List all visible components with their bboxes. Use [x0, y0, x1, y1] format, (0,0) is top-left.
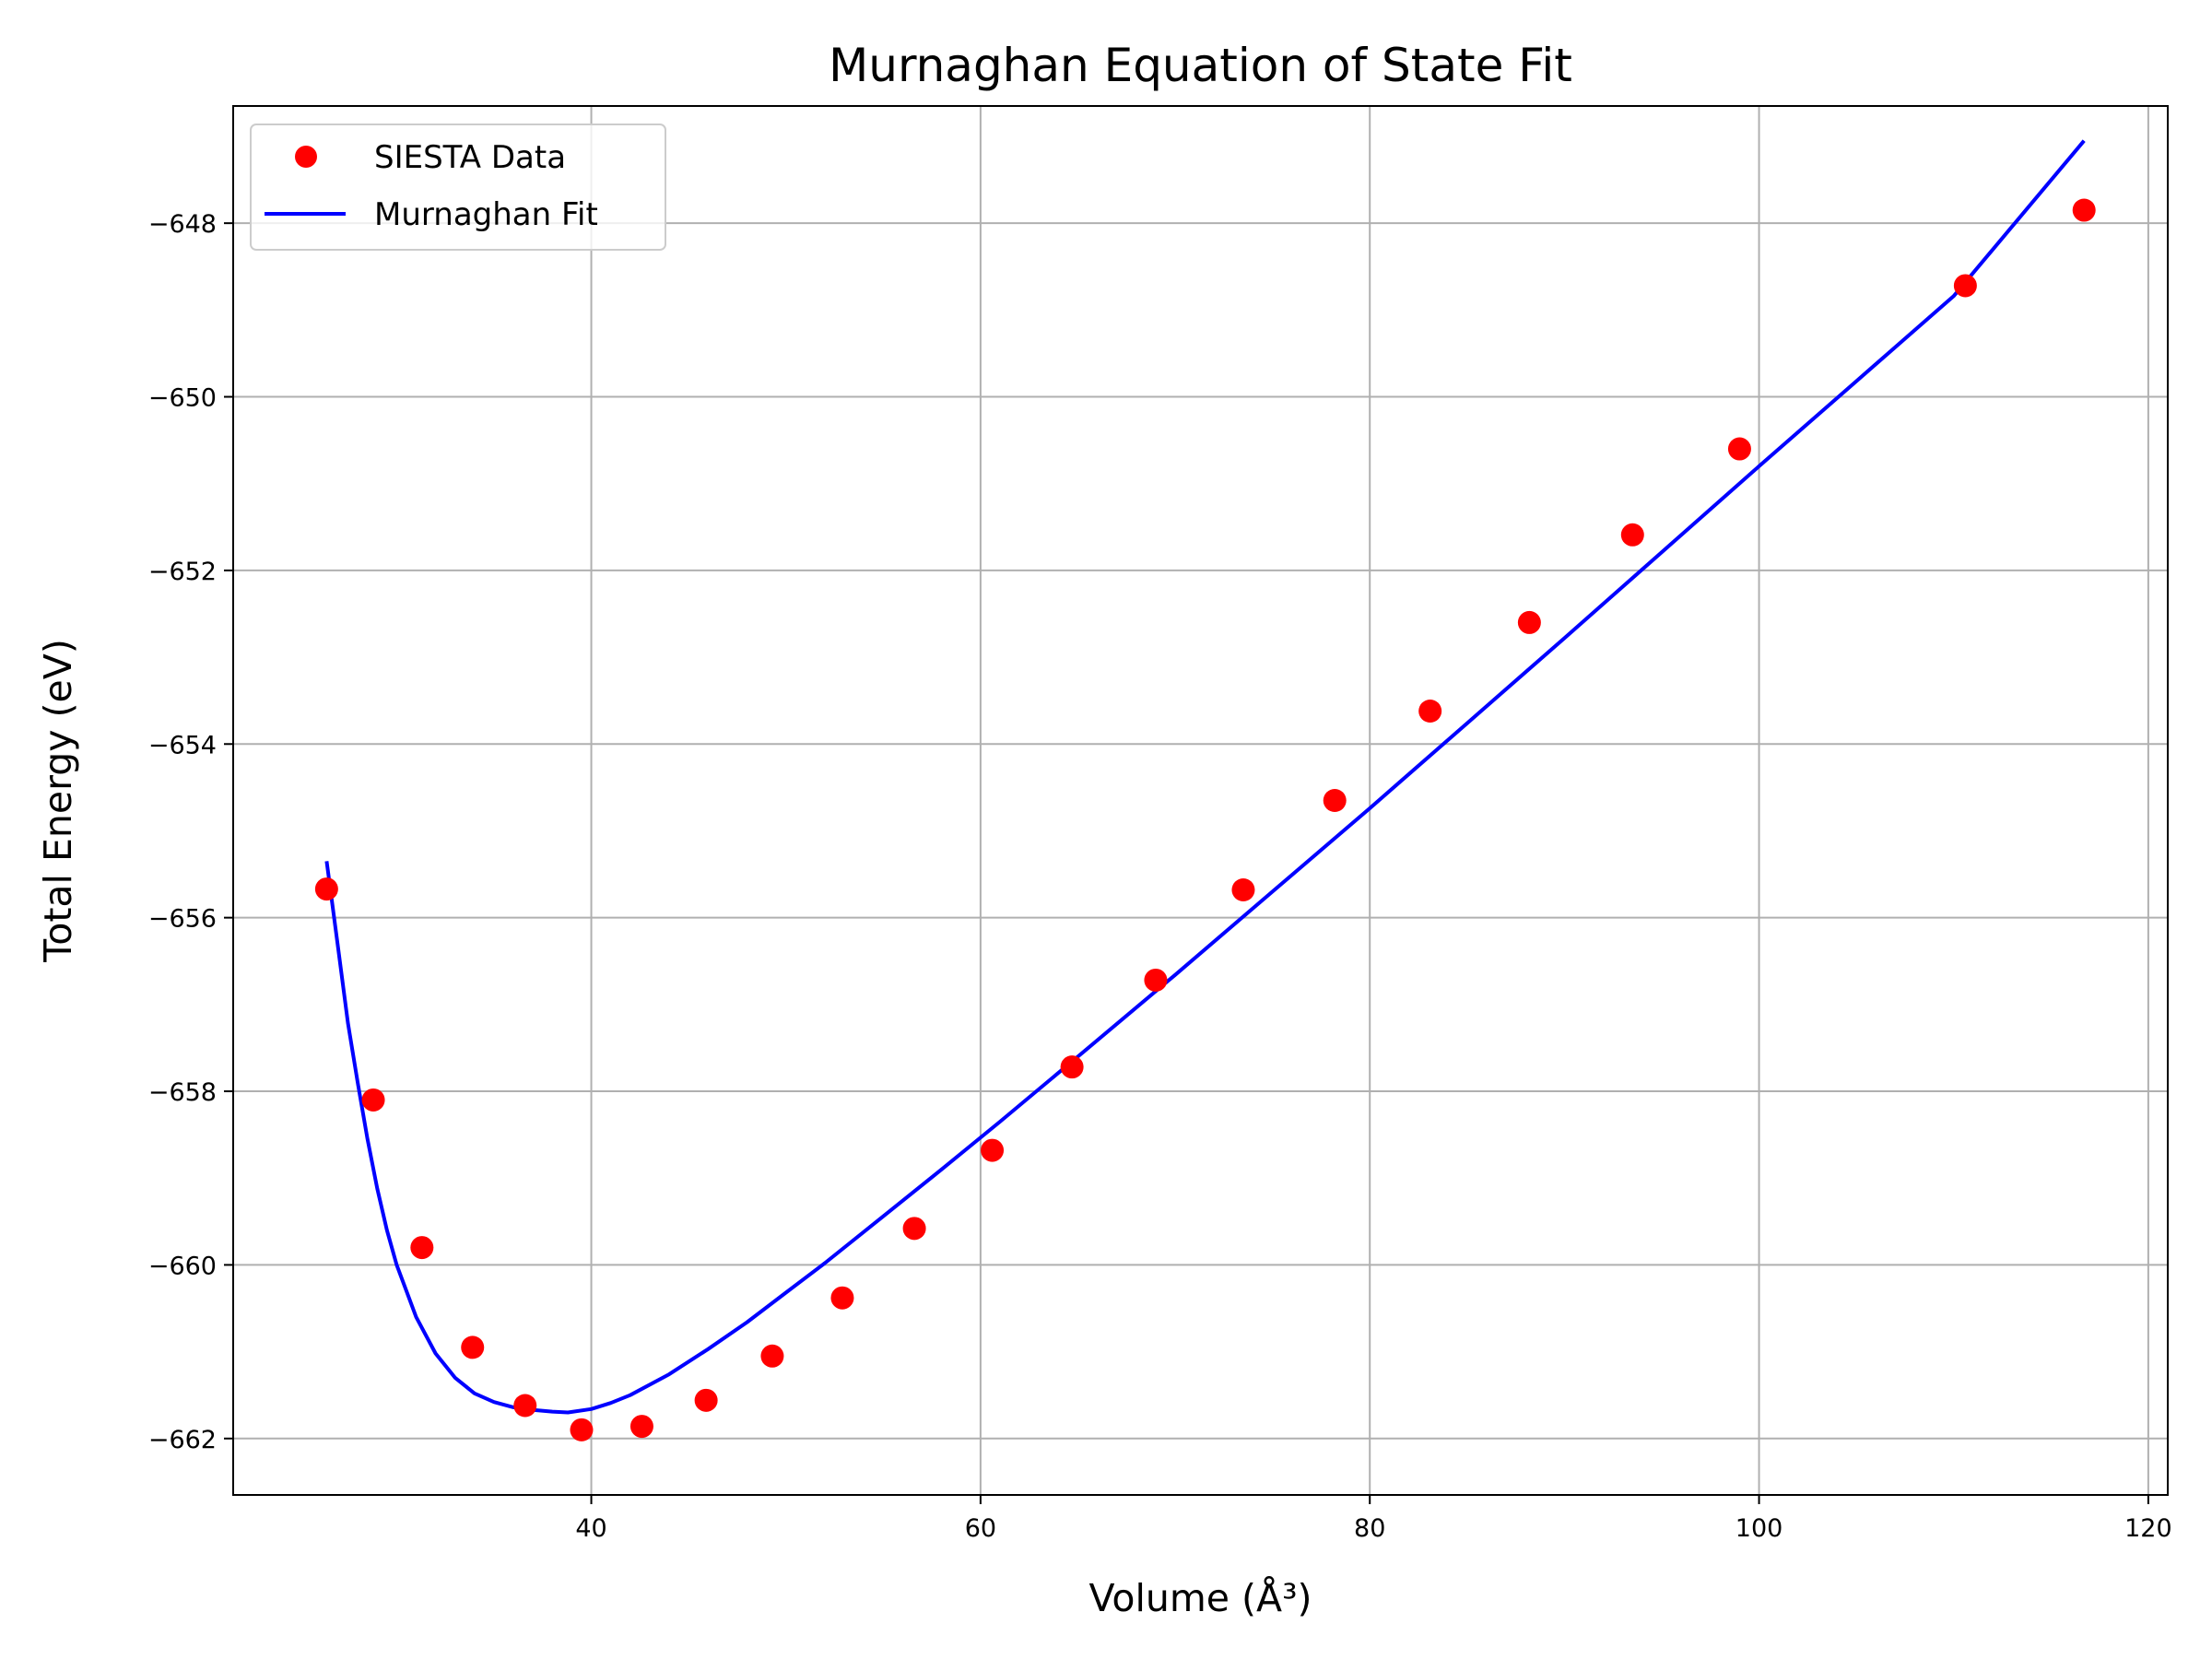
legend-label-murnaghan-fit: Murnaghan Fit [374, 196, 598, 233]
grid [233, 106, 2168, 1495]
legend-marker-siesta-data [295, 146, 317, 168]
data-point [410, 1236, 434, 1260]
data-point [1231, 878, 1255, 902]
data-point [461, 1335, 485, 1359]
data-point [629, 1415, 653, 1439]
data-point [1953, 274, 1977, 298]
x-tick-label: 60 [965, 1514, 996, 1543]
y-tick-label: −656 [148, 905, 217, 934]
y-tick-label: −662 [148, 1426, 217, 1454]
y-tick-label: −652 [148, 558, 217, 586]
data-point [513, 1394, 537, 1418]
x-tick-label: 40 [575, 1514, 606, 1543]
y-tick-label: −654 [148, 731, 217, 759]
y-tick-label: −650 [148, 384, 217, 413]
data-point [1620, 523, 1644, 547]
y-tick-label: −648 [148, 210, 217, 239]
x-axis-label: Volume (Å³) [1089, 1576, 1312, 1620]
data-point [981, 1138, 1005, 1162]
data-point [570, 1418, 594, 1441]
data-point [1060, 1055, 1084, 1079]
data-point [1144, 968, 1168, 992]
legend: SIESTA Data Murnaghan Fit [250, 124, 666, 251]
data-point [314, 877, 338, 901]
series-line-murnaghan-fit [324, 139, 2086, 1415]
data-point [1517, 610, 1541, 634]
data-point [1323, 789, 1347, 812]
data-point [760, 1344, 784, 1368]
plot-area [314, 139, 2096, 1441]
legend-label-siesta-data: SIESTA Data [374, 139, 566, 176]
data-point [694, 1388, 718, 1412]
y-axis-label: Total Energy (eV) [36, 639, 80, 963]
data-point [2072, 198, 2096, 222]
data-point [830, 1286, 854, 1310]
x-tick-label: 100 [1735, 1514, 1783, 1543]
data-point [902, 1217, 926, 1241]
data-point [361, 1088, 385, 1112]
x-tick-label: 80 [1354, 1514, 1385, 1543]
ticks: 40 60 80 100 120 −662 −660 −658 −656 −654 −652 −650… [148, 210, 2172, 1543]
data-point [1418, 699, 1442, 723]
x-tick-label: 120 [2124, 1514, 2172, 1543]
y-tick-label: −660 [148, 1252, 217, 1280]
data-point [1727, 437, 1751, 461]
chart-title: Murnaghan Equation of State Fit [829, 39, 1572, 92]
y-tick-label: −658 [148, 1078, 217, 1107]
plot-frame [232, 105, 2169, 1496]
legend-box [250, 124, 666, 251]
